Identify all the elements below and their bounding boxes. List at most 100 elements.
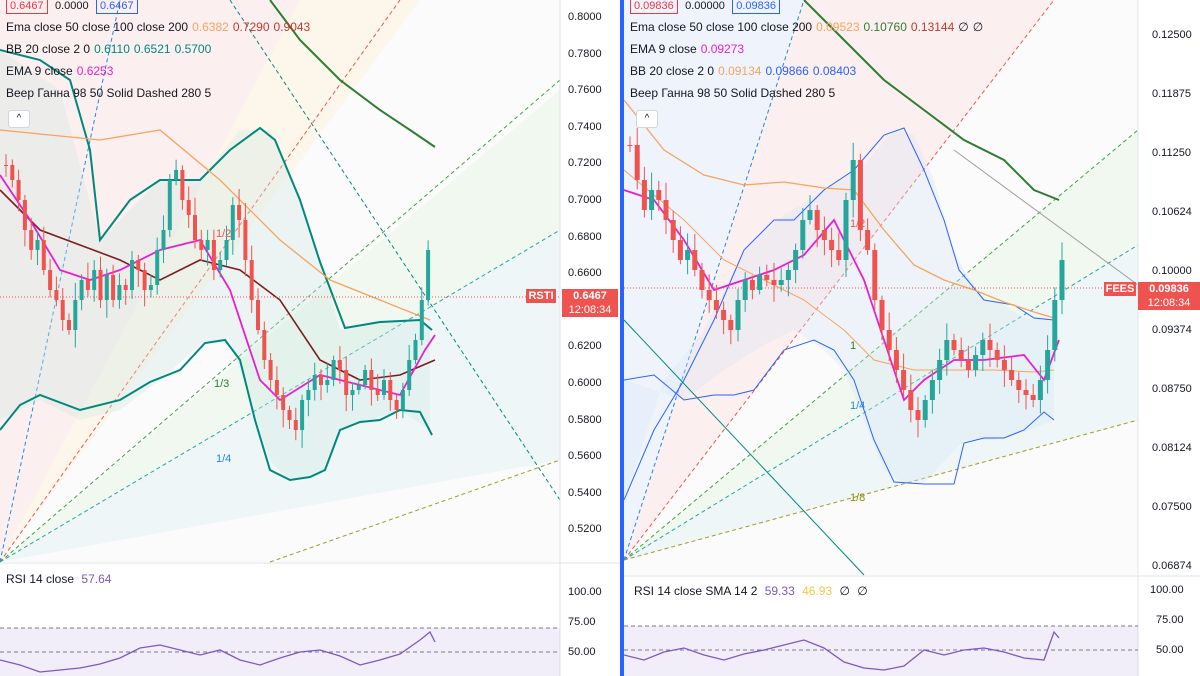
candle-body — [375, 390, 380, 395]
candle-body — [872, 250, 878, 300]
candle-body — [785, 270, 791, 280]
candle-body — [980, 340, 986, 355]
left-price-tag: 0.6467 12:08:34 — [562, 289, 618, 317]
candle-body — [413, 340, 418, 360]
right-legend-indicator-value: ∅ — [958, 20, 969, 34]
gann-fan-line — [0, 229, 561, 563]
right-y-tick: 0.09374 — [1152, 324, 1192, 336]
candle-body — [1009, 370, 1015, 380]
left-rsi-tick-50: 50.00 — [568, 646, 596, 658]
candle-body — [1052, 300, 1058, 350]
candle-body — [627, 145, 633, 146]
right-legend-collapse-button[interactable]: ^ — [636, 110, 658, 128]
bollinger-lower — [0, 338, 433, 482]
candle-body — [148, 285, 153, 290]
right-legend-row[interactable]: EMA 9 close 0.09273 — [630, 38, 983, 60]
ema-100-line — [803, 0, 1060, 201]
candle-body — [641, 180, 647, 210]
right-legend-indicator-value: 0.09273 — [700, 42, 745, 56]
right-legend-row[interactable]: Ema close 50 close 100 close 200 0.09523 0… — [630, 16, 983, 38]
right-chart-panel[interactable]: 0.09836 0.00000 0.09836 Ema close 50 clo… — [624, 0, 1200, 676]
left-ask-price[interactable]: 0.6467 — [96, 0, 138, 14]
candle-body — [230, 205, 235, 240]
candle-body — [1030, 395, 1036, 400]
candle-body — [243, 220, 248, 260]
right-ask-price[interactable]: 0.09836 — [732, 0, 780, 14]
candle-body — [973, 355, 979, 370]
left-legend-indicator-value: 0.9043 — [273, 20, 311, 34]
right-rsi-value: 59.33 — [764, 584, 795, 598]
left-legend-indicator-value: 0.7290 — [232, 20, 270, 34]
right-gann-label-quarter: 1/4 — [850, 400, 866, 412]
ema-50-line — [0, 129, 431, 321]
candle-body — [104, 275, 109, 300]
candle-body — [426, 250, 431, 300]
candle-body — [312, 375, 317, 390]
gann-fan-line — [624, 0, 1055, 561]
candle-body — [186, 200, 191, 215]
left-legend-row[interactable]: EMA 9 close 0.6253 — [6, 60, 310, 82]
candle-body — [1016, 380, 1022, 390]
right-y-tick: 0.10624 — [1152, 206, 1192, 218]
left-y-tick: 0.7800 — [568, 47, 602, 60]
candle-body — [92, 270, 97, 290]
bb-basis-line — [624, 169, 1055, 373]
candle-body — [205, 240, 210, 250]
right-rsi-legend: RSI 14 close SMA 14 2 59.33 46.93 ∅ ∅ — [634, 584, 868, 598]
left-legend-row[interactable]: BB 20 close 2 0 0.6110 0.6521 0.5700 — [6, 38, 310, 60]
candle-body — [300, 400, 305, 430]
candle-body — [224, 240, 229, 260]
candle-body — [85, 280, 90, 290]
left-rsi-tick-75: 75.00 — [568, 616, 596, 628]
gann-fan-fill — [0, 90, 560, 562]
left-countdown: 12:08:34 — [568, 304, 612, 316]
right-y-tick: 0.11250 — [1152, 147, 1191, 159]
bollinger-upper — [0, 49, 433, 331]
ema-9-line — [0, 174, 436, 402]
left-y-tick: 0.5800 — [568, 413, 602, 426]
left-y-tick: 0.7600 — [568, 84, 602, 97]
candle-body — [98, 270, 103, 300]
left-y-tick: 0.5400 — [568, 486, 602, 499]
candle-body — [937, 360, 943, 380]
candle-body — [274, 380, 279, 395]
right-legend-row[interactable]: BB 20 close 2 0 0.09134 0.09866 0.08403 — [630, 60, 983, 82]
ema-200-line — [269, 0, 436, 148]
candle-body — [382, 380, 386, 395]
candle-body — [944, 340, 950, 360]
right-legend-row[interactable]: Веер Ганна 98 50 Solid Dashed 280 5 — [630, 82, 983, 104]
candle-body — [663, 200, 669, 220]
right-bid-price[interactable]: 0.09836 — [630, 0, 678, 14]
candle-body — [908, 390, 914, 410]
candle-body — [29, 230, 34, 250]
right-legend-indicator-value: 0.13144 — [910, 20, 955, 34]
left-legend-row[interactable]: Ema close 50 close 100 close 200 0.6382 0.… — [6, 16, 310, 38]
candle-body — [319, 375, 323, 385]
left-bid-price[interactable]: 0.6467 — [6, 0, 48, 14]
candle-body — [350, 390, 355, 395]
left-legend-collapse-button[interactable]: ^ — [8, 110, 30, 128]
left-price-chart[interactable] — [0, 0, 620, 676]
candle-body — [699, 270, 705, 290]
right-y-tick: 0.08124 — [1152, 442, 1192, 454]
bollinger-band-fill — [624, 130, 1054, 500]
right-price-tag: 0.09836 12:08:34 — [1138, 282, 1200, 310]
candle-body — [793, 250, 799, 270]
right-price-chart[interactable] — [624, 0, 1200, 676]
left-gann-label-third: 1/3 — [214, 378, 230, 390]
left-chart-panel[interactable]: 0.6467 0.0000 0.6467 Ema close 50 close … — [0, 0, 620, 676]
candle-body — [237, 205, 242, 220]
gann-fan-line — [229, 0, 561, 501]
right-legend-indicator-value: 0.10760 — [863, 20, 907, 34]
candle-body — [193, 215, 197, 240]
candle-body — [807, 210, 813, 220]
right-rsi-name: RSI 14 close SMA 14 2 — [634, 584, 758, 598]
right-countdown: 12:08:34 — [1147, 297, 1191, 309]
left-gann-label-quarter: 1/4 — [216, 453, 232, 465]
panel-divider[interactable] — [620, 0, 624, 676]
candle-body — [749, 280, 755, 290]
left-legend-row[interactable]: Веер Ганна 98 50 Solid Dashed 280 5 — [6, 82, 310, 104]
candle-body — [821, 230, 827, 240]
candle-body — [764, 275, 770, 280]
candle-body — [771, 280, 777, 285]
